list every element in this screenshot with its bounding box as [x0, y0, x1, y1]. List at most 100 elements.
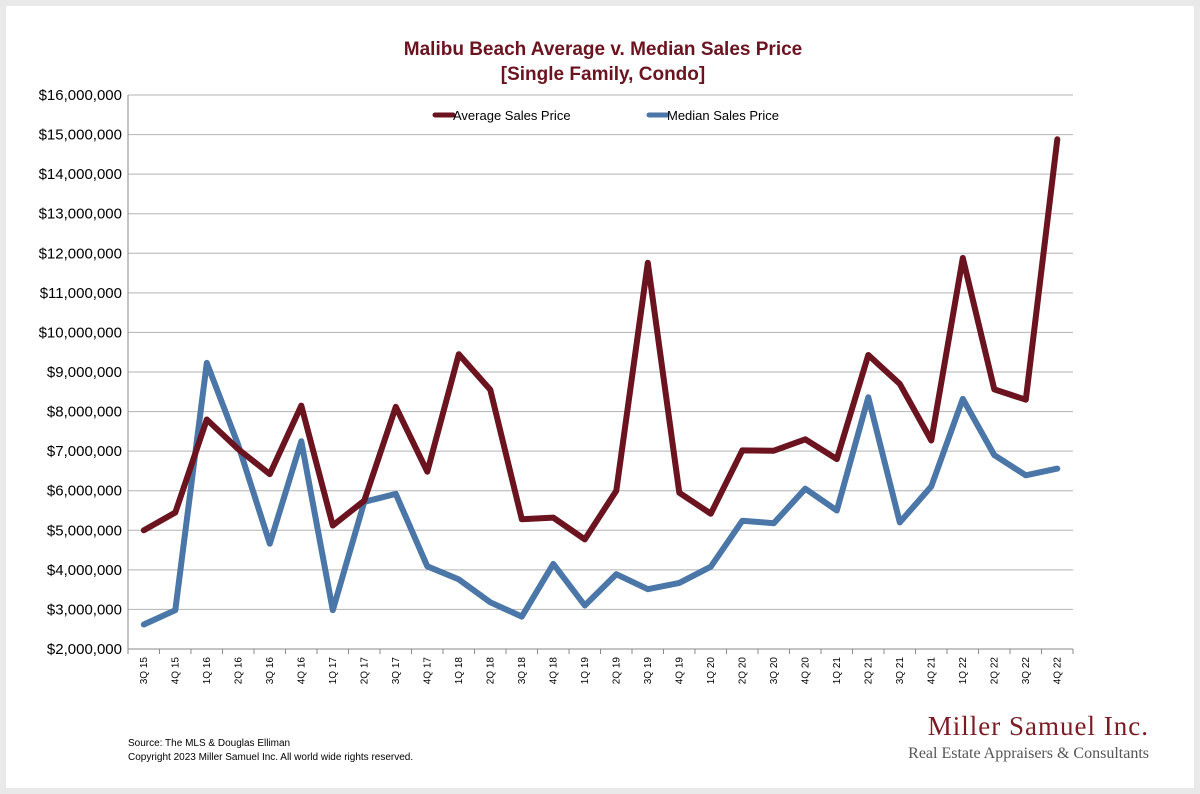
y-tick-label: $9,000,000: [47, 364, 122, 381]
x-tick-label: 2Q 18: [485, 657, 496, 685]
y-tick-label: $12,000,000: [39, 245, 122, 262]
median-point: [331, 608, 335, 612]
brand-name: Miller Samuel Inc.: [928, 711, 1149, 741]
y-tick-label: $10,000,000: [39, 324, 122, 341]
average-point: [299, 404, 303, 408]
x-tick-label: 3Q 17: [391, 657, 402, 685]
average-point: [1024, 398, 1028, 402]
average-point: [205, 417, 209, 421]
source-note: Source: The MLS & Douglas Elliman: [128, 738, 290, 749]
y-tick-label: $2,000,000: [47, 641, 122, 658]
x-tick-label: 2Q 21: [863, 657, 874, 685]
average-point: [236, 447, 240, 451]
x-tick-label: 3Q 20: [769, 657, 780, 685]
x-tick-label: 4Q 15: [170, 657, 181, 685]
median-point: [268, 542, 272, 546]
median-point: [803, 487, 807, 491]
median-point: [961, 397, 965, 401]
chart-card: Malibu Beach Average v. Median Sales Pri…: [6, 6, 1194, 788]
median-point: [299, 439, 303, 443]
average-point: [677, 491, 681, 495]
y-tick-label: $16,000,000: [39, 87, 122, 104]
median-point: [520, 615, 524, 619]
y-tick-label: $7,000,000: [47, 443, 122, 460]
average-point: [142, 528, 146, 532]
median-point: [709, 565, 713, 569]
y-tick-label: $5,000,000: [47, 522, 122, 539]
copyright-note: Copyright 2023 Miller Samuel Inc. All wo…: [128, 752, 413, 763]
average-point: [740, 448, 744, 452]
legend-label-median: Median Sales Price: [667, 108, 779, 123]
median-point: [1055, 467, 1059, 471]
x-tick-label: 3Q 22: [1021, 657, 1032, 685]
grid-lines: [128, 94, 1073, 650]
y-tick-label: $6,000,000: [47, 483, 122, 500]
average-point: [551, 516, 555, 520]
y-tick-label: $15,000,000: [39, 127, 122, 144]
average-point: [929, 438, 933, 442]
x-tick-label: 1Q 20: [706, 657, 717, 685]
y-tick-label: $11,000,000: [40, 285, 122, 302]
series-median-sales-price: [140, 359, 1061, 628]
median-point: [898, 520, 902, 524]
x-tick-label: 3Q 16: [265, 657, 276, 685]
median-point: [142, 622, 146, 626]
average-point: [772, 449, 776, 453]
median-point: [866, 395, 870, 399]
average-point: [835, 457, 839, 461]
average-point: [457, 352, 461, 356]
median-point: [205, 361, 209, 365]
median-point: [646, 587, 650, 591]
x-tick-label: 2Q 20: [737, 657, 748, 685]
average-point: [992, 387, 996, 391]
y-tick-label: $4,000,000: [47, 562, 122, 579]
median-point: [772, 521, 776, 525]
x-tick-label: 4Q 18: [548, 657, 559, 685]
axes: [127, 95, 1074, 654]
average-point: [646, 261, 650, 265]
x-tick-label: 4Q 16: [296, 657, 307, 685]
median-point: [740, 519, 744, 523]
average-point: [488, 388, 492, 392]
x-tick-label: 1Q 21: [832, 657, 843, 685]
average-point: [268, 472, 272, 476]
x-tick-label: 2Q 17: [359, 657, 370, 685]
median-point: [488, 600, 492, 604]
x-tick-label: 2Q 16: [233, 657, 244, 685]
average-point: [520, 517, 524, 521]
x-tick-label: 3Q 15: [139, 657, 150, 685]
median-point: [1024, 473, 1028, 477]
x-tick-label: 4Q 19: [674, 657, 685, 685]
series-lines: [140, 136, 1061, 628]
x-tick-label: 1Q 18: [454, 657, 465, 685]
average-point: [331, 524, 335, 528]
legend-label-average: Average Sales Price: [453, 108, 571, 123]
x-tick-label: 2Q 19: [611, 657, 622, 685]
average-point: [1055, 137, 1059, 141]
median-point: [677, 581, 681, 585]
x-tick-label: 3Q 19: [643, 657, 654, 685]
average-point: [961, 256, 965, 260]
median-point: [551, 562, 555, 566]
average-point: [866, 353, 870, 357]
average-point: [583, 537, 587, 541]
x-tick-label: 3Q 18: [517, 657, 528, 685]
x-tick-label: 1Q 16: [202, 657, 213, 685]
average-point: [173, 510, 177, 514]
median-point: [173, 608, 177, 612]
x-tick-label: 1Q 19: [580, 657, 591, 685]
median-point: [929, 484, 933, 488]
y-tick-label: $3,000,000: [47, 601, 122, 618]
average-point: [614, 489, 618, 493]
series-average-sales-price: [140, 136, 1061, 543]
average-point: [898, 382, 902, 386]
average-point: [362, 499, 366, 503]
median-point: [992, 453, 996, 457]
x-tick-label: 4Q 20: [800, 657, 811, 685]
average-point: [803, 437, 807, 441]
brand-tagline: Real Estate Appraisers & Consultants: [908, 745, 1149, 762]
average-point: [425, 470, 429, 474]
chart-subtitle: [Single Family, Condo]: [501, 64, 705, 85]
x-axis-ticks: 3Q 15 4Q 15 1Q 16 2Q 16 3Q 16 4Q 16 1Q 17 2Q 17…: [139, 657, 1064, 685]
legend: Average Sales Price Median Sales Price: [432, 108, 779, 123]
